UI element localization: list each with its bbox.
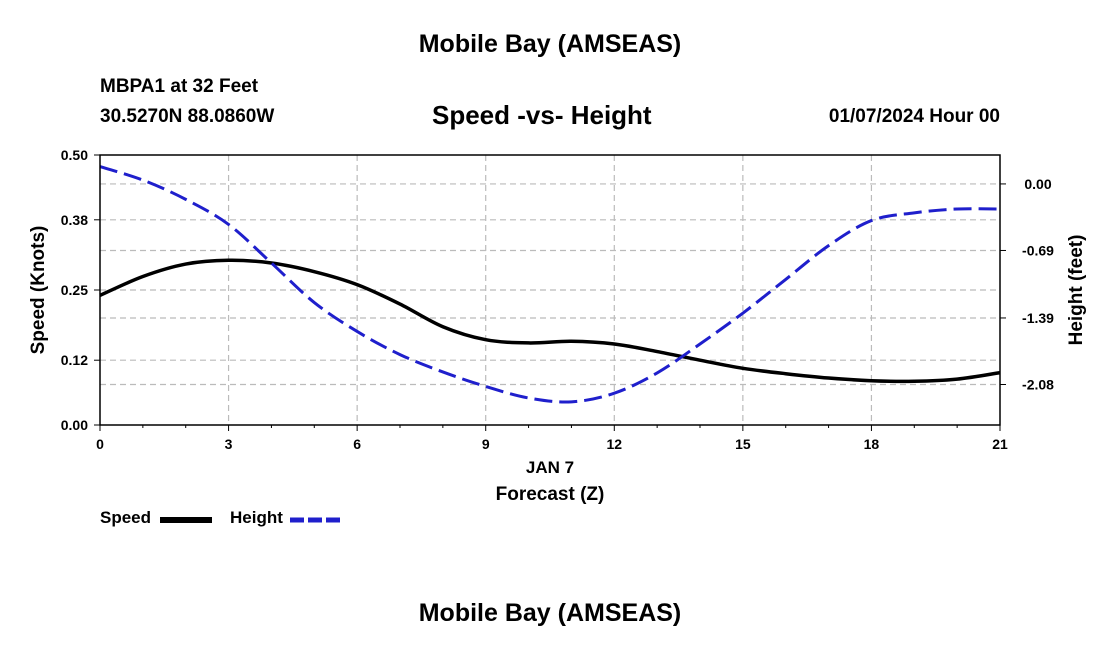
x-date-label: JAN 7 xyxy=(526,458,574,477)
x-tick-label: 9 xyxy=(482,436,490,452)
x-axis-title: Forecast (Z) xyxy=(496,484,605,505)
height-series-line xyxy=(99,165,1001,404)
legend-speed-label: Speed xyxy=(100,508,152,527)
x-tick-label: 15 xyxy=(735,436,751,452)
y2-tick-label: -2.08 xyxy=(1022,377,1054,393)
y2-axis-title: Height (feet) xyxy=(1066,235,1087,346)
legend-height-label: Height xyxy=(230,508,283,527)
axis-ticks xyxy=(94,154,1006,431)
x-tick-label: 12 xyxy=(606,436,622,452)
y-axis-title: Speed (Knots) xyxy=(28,226,49,355)
main-title: Mobile Bay (AMSEAS) xyxy=(418,30,682,58)
tick-labels: 0 3 6 9 12 15 18 21 0.00 0.12 0.25 0.38 … xyxy=(61,147,1054,452)
speed-height-chart: 0 3 6 9 12 15 18 21 0.00 0.12 0.25 0.38 … xyxy=(28,147,1087,505)
legend-height-swatch xyxy=(290,517,342,523)
legend-speed-swatch xyxy=(160,517,212,523)
y-tick-label: 0.50 xyxy=(61,147,88,163)
station-name: MBPA1 at 32 Feet xyxy=(100,76,259,97)
grid-lines xyxy=(100,154,1000,425)
x-tick-label: 3 xyxy=(225,436,233,452)
station-coordinates: 30.5270N 88.0860W xyxy=(100,106,275,127)
x-tick-label: 6 xyxy=(353,436,361,452)
x-tick-label: 21 xyxy=(992,436,1008,452)
x-tick-label: 0 xyxy=(96,436,104,452)
footer-title: Mobile Bay (AMSEAS) xyxy=(418,599,682,627)
y2-tick-label: -0.69 xyxy=(1022,242,1054,258)
chart-title: Speed -vs- Height xyxy=(432,100,652,130)
y-tick-label: 0.38 xyxy=(61,212,88,228)
speed-series-line xyxy=(99,258,1001,384)
y-tick-label: 0.00 xyxy=(61,417,88,433)
forecast-date: 01/07/2024 Hour 00 xyxy=(828,106,1000,127)
y2-tick-label: -1.39 xyxy=(1022,310,1054,326)
y2-tick-label: 0.00 xyxy=(1024,176,1051,192)
series-lines xyxy=(99,165,1001,404)
y-tick-label: 0.25 xyxy=(61,282,88,298)
x-tick-label: 18 xyxy=(864,436,880,452)
y-tick-label: 0.12 xyxy=(61,352,88,368)
